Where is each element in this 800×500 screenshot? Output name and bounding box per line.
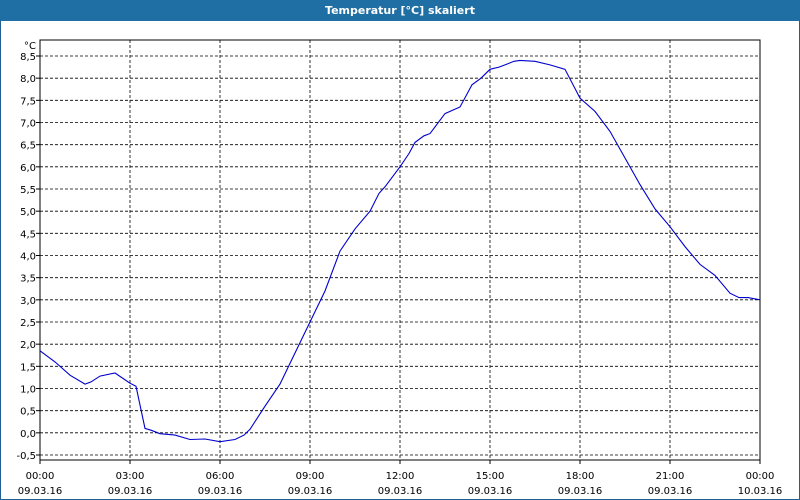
y-tick-label: 7,5 (20, 96, 36, 107)
x-tick-time-label: 00:00 (746, 471, 775, 482)
y-tick-label: 5,5 (20, 185, 36, 196)
x-tick-date-label: 09.03.16 (378, 486, 423, 497)
x-tick-time-label: 21:00 (656, 471, 685, 482)
x-tick-date-label: 09.03.16 (18, 486, 63, 497)
x-tick-date-label: 09.03.16 (648, 486, 693, 497)
x-tick-time-label: 18:00 (566, 471, 595, 482)
x-tick-date-label: 09.03.16 (468, 486, 513, 497)
x-tick-time-label: 00:00 (26, 471, 55, 482)
x-tick-date-label: 09.03.16 (558, 486, 603, 497)
x-tick-time-label: 09:00 (296, 471, 325, 482)
y-tick-label: 5,0 (20, 207, 36, 218)
y-tick-label: 6,5 (20, 141, 36, 152)
y-tick-label: 0,0 (20, 429, 36, 440)
y-tick-label: 3,5 (20, 274, 36, 285)
x-tick-date-label: 10.03.16 (738, 486, 783, 497)
y-tick-label: 1,5 (20, 362, 36, 373)
grid-lines (40, 40, 760, 460)
window-title: Temperatur [°C] skaliert (0, 0, 800, 21)
y-tick-label: 4,0 (20, 252, 36, 263)
y-tick-label: 6,0 (20, 163, 36, 174)
series-line (39, 59, 761, 443)
x-tick-time-label: 12:00 (386, 471, 415, 482)
x-tick-date-label: 09.03.16 (108, 486, 153, 497)
y-tick-label: 7,0 (20, 119, 36, 130)
y-tick-label: 8,5 (20, 52, 36, 63)
x-tick-date-label: 09.03.16 (288, 486, 333, 497)
y-tick-label: 3,0 (20, 296, 36, 307)
x-tick-date-label: 09.03.16 (198, 486, 243, 497)
y-tick-label: 4,5 (20, 229, 36, 240)
x-axis-ticks: 00:00 09.03.16 03:00 09.03.16 06:00 09.03.16 0… (18, 460, 783, 497)
y-tick-label: 0,5 (20, 407, 36, 418)
y-tick-label: -0,5 (16, 451, 36, 462)
y-tick-label: 8,0 (20, 74, 36, 85)
x-tick-time-label: 15:00 (476, 471, 505, 482)
y-tick-label: 2,0 (20, 340, 36, 351)
y-tick-label: 1,0 (20, 385, 36, 396)
y-tick-label: 2,5 (20, 318, 36, 329)
y-axis-ticks: -0,5 0,0 0,5 1,0 1,5 2,0 2,5 3,0 3,5 4,0 4,5 5,0 5,5… (16, 52, 40, 462)
x-tick-time-label: 06:00 (206, 471, 235, 482)
y-axis-unit-label: °C (24, 41, 36, 52)
x-tick-time-label: 03:00 (116, 471, 145, 482)
